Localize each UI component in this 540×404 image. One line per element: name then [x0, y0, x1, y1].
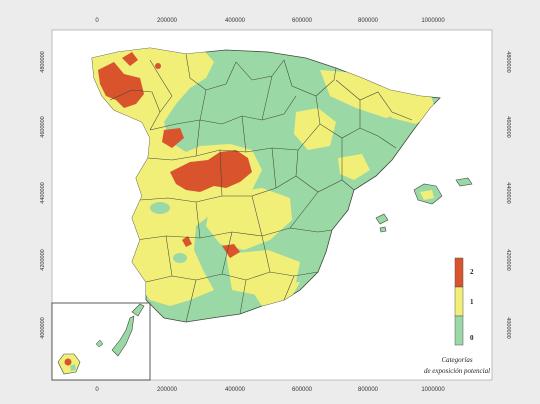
province-border: [221, 231, 233, 275]
balearic-islands: [375, 177, 473, 233]
province-border: [109, 89, 161, 131]
x-tick-label-bottom: 200000: [157, 387, 178, 393]
zone-category-2: [222, 244, 240, 258]
peninsula: [91, 47, 441, 323]
canary-islands-inset: [51, 302, 151, 381]
island-ibiza: [375, 213, 389, 225]
x-axis-bottom: 0 200000 400000 600000 800000 1000000: [95, 387, 445, 393]
zone-category-0: [173, 253, 187, 263]
province-border: [199, 89, 207, 121]
y-axis-right: 4800000 4600000 4400000 4200000 4000000: [505, 51, 511, 338]
province-boundaries: [109, 53, 413, 322]
island-menorca: [455, 177, 473, 187]
zone-category-1: [338, 154, 370, 180]
island-lanzarote: [131, 303, 145, 317]
x-tick-label-bottom: 800000: [358, 387, 379, 393]
y-tick-label-right: 4800000: [505, 51, 511, 72]
province-border: [261, 75, 273, 121]
x-tick-label-top: 1000000: [421, 18, 445, 24]
province-border: [135, 227, 333, 241]
island-formentera: [379, 226, 387, 233]
zone-category-0: [150, 202, 170, 214]
province-border: [147, 123, 321, 161]
province-border: [195, 119, 201, 157]
legend-title-line2: de exposición potencial: [424, 367, 490, 375]
x-tick-label-top: 400000: [225, 18, 246, 24]
province-border: [283, 275, 295, 301]
province-border: [165, 235, 173, 277]
province-border: [315, 95, 397, 149]
x-tick-label-bottom: 600000: [292, 387, 313, 393]
y-tick-label-left: 4200000: [40, 249, 46, 270]
exposure-zones: [92, 48, 436, 306]
province-border: [145, 271, 319, 283]
legend-swatch-0: [454, 315, 464, 346]
island-gran-canaria-core: [70, 364, 76, 371]
province-border: [185, 279, 197, 322]
zone-category-1: [376, 92, 436, 124]
province-border: [289, 191, 319, 229]
zone-category-2: [182, 236, 192, 247]
x-tick-label-bottom: 400000: [225, 387, 246, 393]
province-border: [235, 59, 285, 81]
province-border: [251, 195, 263, 237]
legend: 2 1 0 Categorías de exposición potencial: [424, 257, 490, 375]
zone-category-2: [170, 150, 252, 192]
y-tick-label-right: 4200000: [505, 249, 511, 270]
island-fuerteventura: [111, 315, 135, 357]
province-border: [335, 79, 413, 121]
x-tick-label-top: 200000: [157, 18, 178, 24]
province-border: [219, 149, 223, 197]
legend-swatch-1: [454, 286, 464, 317]
y-tick-label-left: 4600000: [40, 116, 46, 137]
island-gran-canaria-zone: [64, 358, 72, 366]
province-border: [149, 59, 173, 113]
province-border: [149, 95, 297, 131]
legend-label-1: 1: [470, 298, 474, 306]
province-border: [271, 147, 277, 189]
y-tick-label-right: 4000000: [505, 317, 511, 338]
x-tick-label-bottom: 1000000: [421, 387, 445, 393]
y-axis-left: 4800000 4600000 4400000 4200000 4000000: [40, 51, 46, 338]
zone-category-2: [162, 128, 184, 148]
province-border: [195, 201, 201, 239]
province-border: [241, 115, 247, 153]
zone-category-0: [202, 100, 226, 116]
x-tick-label-top: 0: [95, 18, 99, 24]
x-tick-label-bottom: 0: [95, 387, 99, 393]
zone-category-1: [206, 188, 292, 250]
legend-title-line1: Categorías: [441, 356, 472, 364]
x-axis-top: 0 200000 400000 600000 800000 1000000: [95, 18, 445, 24]
legend-label-2: 2: [470, 268, 474, 276]
y-tick-label-left: 4400000: [40, 182, 46, 203]
y-tick-label-right: 4600000: [505, 116, 511, 137]
legend-label-0: 0: [470, 334, 474, 342]
province-border: [261, 235, 271, 273]
zone-category-2: [155, 63, 161, 69]
zone-category-1: [294, 108, 336, 150]
zone-category-2: [98, 62, 144, 108]
province-border: [239, 279, 247, 315]
y-tick-label-left: 4800000: [40, 51, 46, 72]
zone-category-2: [122, 52, 138, 66]
y-tick-label-right: 4400000: [505, 182, 511, 203]
legend-swatch-2: [454, 257, 464, 288]
x-tick-label-top: 800000: [358, 18, 379, 24]
x-tick-label-top: 600000: [292, 18, 313, 24]
island-mallorca-zone: [420, 190, 434, 200]
island-small: [95, 339, 104, 348]
y-tick-label-left: 4000000: [40, 317, 46, 338]
